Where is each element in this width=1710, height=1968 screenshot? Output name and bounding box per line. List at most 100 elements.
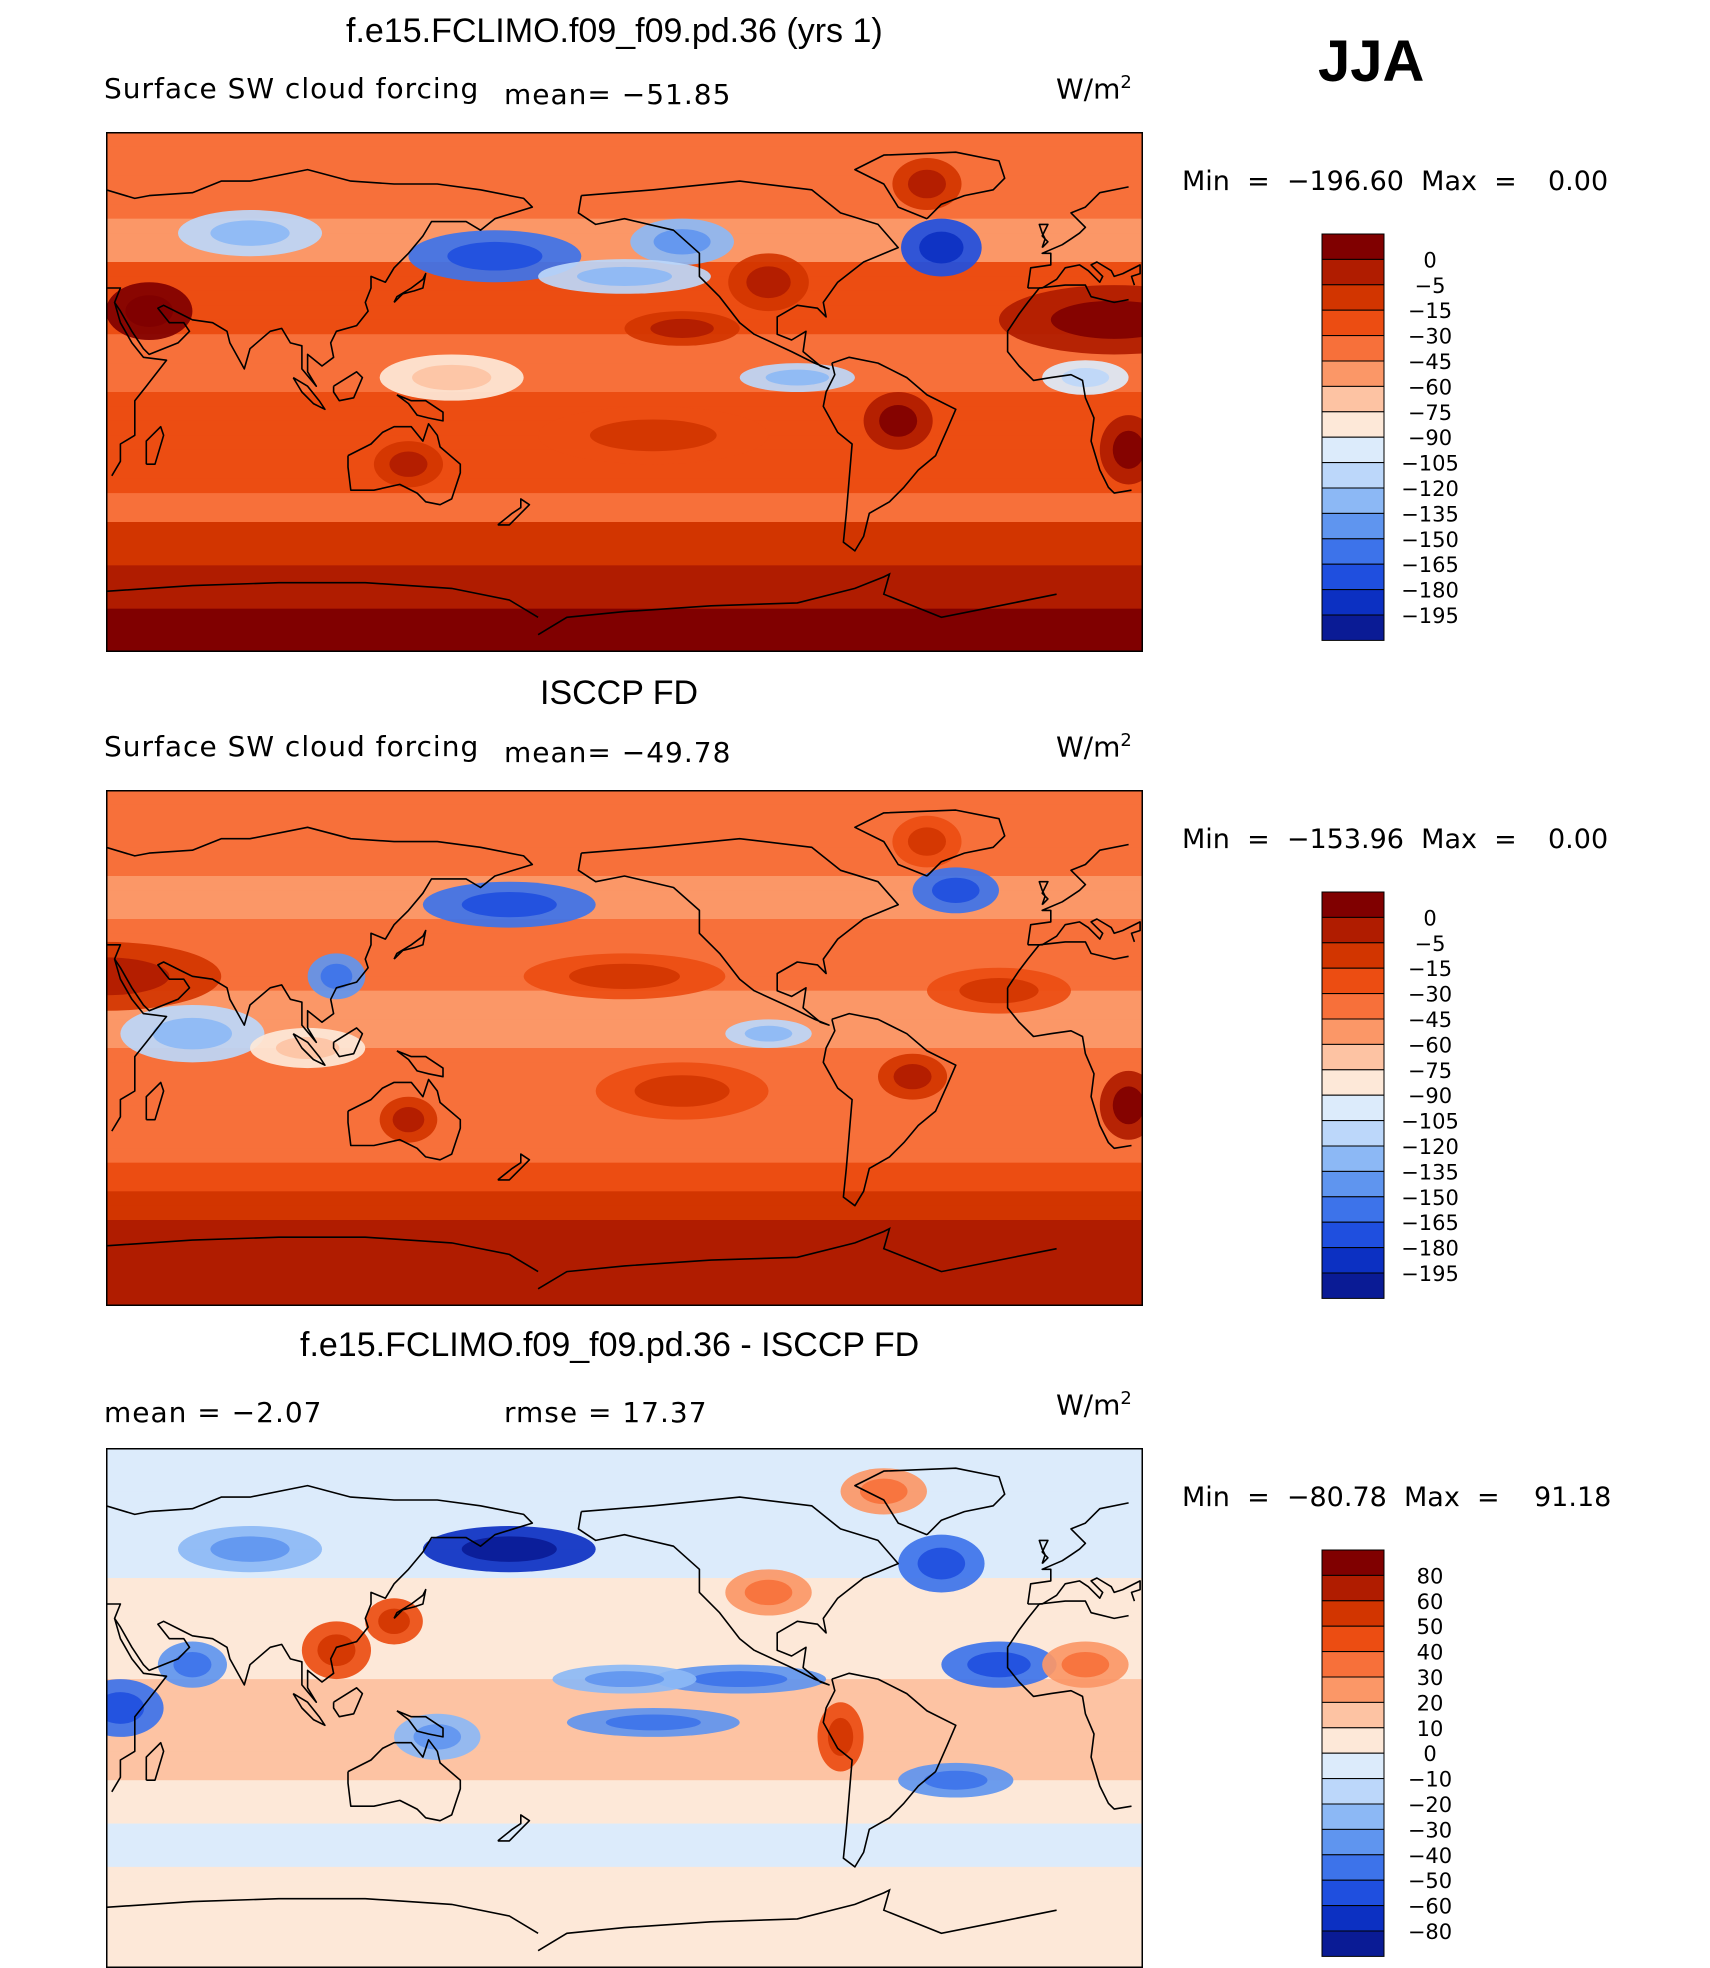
colorbar-level-label: −5 <box>1415 932 1446 956</box>
field-band <box>106 1751 1143 1767</box>
field-band <box>106 1277 1143 1293</box>
colorbar-level-label: −50 <box>1408 1869 1452 1893</box>
field-band <box>106 1248 1143 1264</box>
colorbar-level-label: −120 <box>1401 1135 1459 1159</box>
field-band <box>106 833 1143 848</box>
coastline <box>347 422 462 506</box>
coastline <box>396 1710 444 1738</box>
colorbar-level-label: −75 <box>1408 401 1452 425</box>
field-band <box>106 319 1143 335</box>
coastline <box>111 1618 168 1793</box>
coastline <box>145 425 165 466</box>
colorbar-level-label: −105 <box>1401 452 1459 476</box>
field-band <box>106 1765 1143 1781</box>
panel3-title: f.e15.FCLIMO.f09_f09.pd.36 - ISCCP FD <box>300 1326 920 1364</box>
colorbar-swatch <box>1321 258 1385 286</box>
coastline <box>1027 843 1129 945</box>
colorbar-swatch <box>1321 563 1385 591</box>
panel3-max-value: 91.18 <box>1534 1482 1612 1513</box>
colorbar-swatch <box>1321 1701 1385 1729</box>
field-anomaly-core <box>893 1064 932 1090</box>
units-exponent: 2 <box>1120 1388 1132 1409</box>
field-anomaly-core <box>692 1671 788 1688</box>
colorbar-swatch <box>1321 1574 1385 1602</box>
coastline <box>332 1027 364 1058</box>
field-band <box>106 861 1143 877</box>
colorbar-level-label: 40 <box>1417 1641 1444 1665</box>
coastline <box>1006 284 1129 332</box>
field-band <box>106 1005 1143 1020</box>
units-exponent: 2 <box>1120 72 1132 93</box>
coastline <box>106 168 534 387</box>
colorbar-swatch <box>1321 614 1385 641</box>
field-anomaly-core <box>413 1724 462 1750</box>
field-band <box>106 1220 1143 1235</box>
panel3-min-value: = −80.78 <box>1247 1482 1387 1513</box>
field-band <box>106 536 1143 552</box>
field-band <box>106 493 1143 509</box>
field-band <box>106 233 1143 249</box>
colorbar-level-label: −165 <box>1401 553 1459 577</box>
field-anomaly-core <box>173 1651 212 1678</box>
coastline <box>332 1687 364 1718</box>
field-band <box>106 1592 1143 1608</box>
field-band <box>106 1895 1143 1911</box>
field-band <box>106 623 1143 639</box>
colorbar-level-label: 10 <box>1417 1717 1444 1741</box>
field-anomaly-core <box>907 827 946 856</box>
coastline <box>1027 261 1141 289</box>
colorbar-swatch <box>1321 1879 1385 1907</box>
coastline <box>497 1153 531 1181</box>
field-band <box>106 1621 1143 1637</box>
colorbar-swatch <box>1321 1803 1385 1830</box>
colorbar-swatch <box>1321 309 1385 337</box>
colorbar-swatch <box>1321 1272 1385 1299</box>
coastline <box>1027 1577 1141 1605</box>
coastline <box>347 1078 462 1161</box>
panel1-map <box>106 132 1143 652</box>
colorbar-swatch <box>1321 1676 1385 1703</box>
field-anomaly-core <box>1050 300 1143 339</box>
coastline-antarctica <box>106 1897 539 1934</box>
colorbar-level-label: 0 <box>1423 248 1436 272</box>
coastline <box>1038 880 1049 906</box>
coastline <box>347 1738 462 1822</box>
field-anomaly-core <box>634 1075 730 1107</box>
field-anomaly-core <box>125 295 173 327</box>
colorbar-swatch <box>1321 1600 1385 1627</box>
field-band <box>106 146 1143 162</box>
colorbar-swatch <box>1321 411 1385 438</box>
field-band <box>106 579 1143 595</box>
colorbar-swatch <box>1321 1221 1385 1249</box>
field-anomaly-core <box>765 369 830 386</box>
colorbar-swatch <box>1321 1196 1385 1223</box>
field-band <box>106 1205 1143 1221</box>
colorbar-level-label: −30 <box>1408 983 1452 1007</box>
panel1-variable-label: Surface SW cloud forcing <box>104 72 480 105</box>
colorbar-swatch <box>1321 462 1385 489</box>
field-band <box>106 1809 1143 1825</box>
colorbar-swatch <box>1321 284 1385 311</box>
field-band <box>106 1119 1143 1135</box>
colorbar-level-label: −135 <box>1401 502 1459 526</box>
field-band <box>106 1910 1143 1926</box>
colorbar-swatch <box>1321 538 1385 565</box>
panel2-colorbar: 0−5−15−30−45−60−75−90−105−120−135−150−16… <box>1321 891 1459 1299</box>
field-band <box>106 1476 1143 1492</box>
field-band <box>106 377 1143 393</box>
panel3-minmax: Min = −80.78 Max = <box>1182 1482 1500 1513</box>
colorbar-level-label: −60 <box>1408 375 1452 399</box>
field-anomaly-core <box>589 419 717 452</box>
colorbar-swatch <box>1321 1854 1385 1881</box>
map-frame <box>106 132 1143 652</box>
field-band <box>106 1563 1143 1579</box>
field-band <box>106 1048 1143 1063</box>
field-band <box>106 1291 1143 1306</box>
colorbar-level-label: −15 <box>1408 957 1452 981</box>
field-band <box>106 804 1143 820</box>
coastline <box>577 180 900 370</box>
colorbar-swatch <box>1321 1930 1385 1957</box>
field-anomaly-core <box>744 1579 793 1606</box>
coastline <box>145 1741 165 1782</box>
field-anomaly-core <box>1112 1086 1143 1125</box>
